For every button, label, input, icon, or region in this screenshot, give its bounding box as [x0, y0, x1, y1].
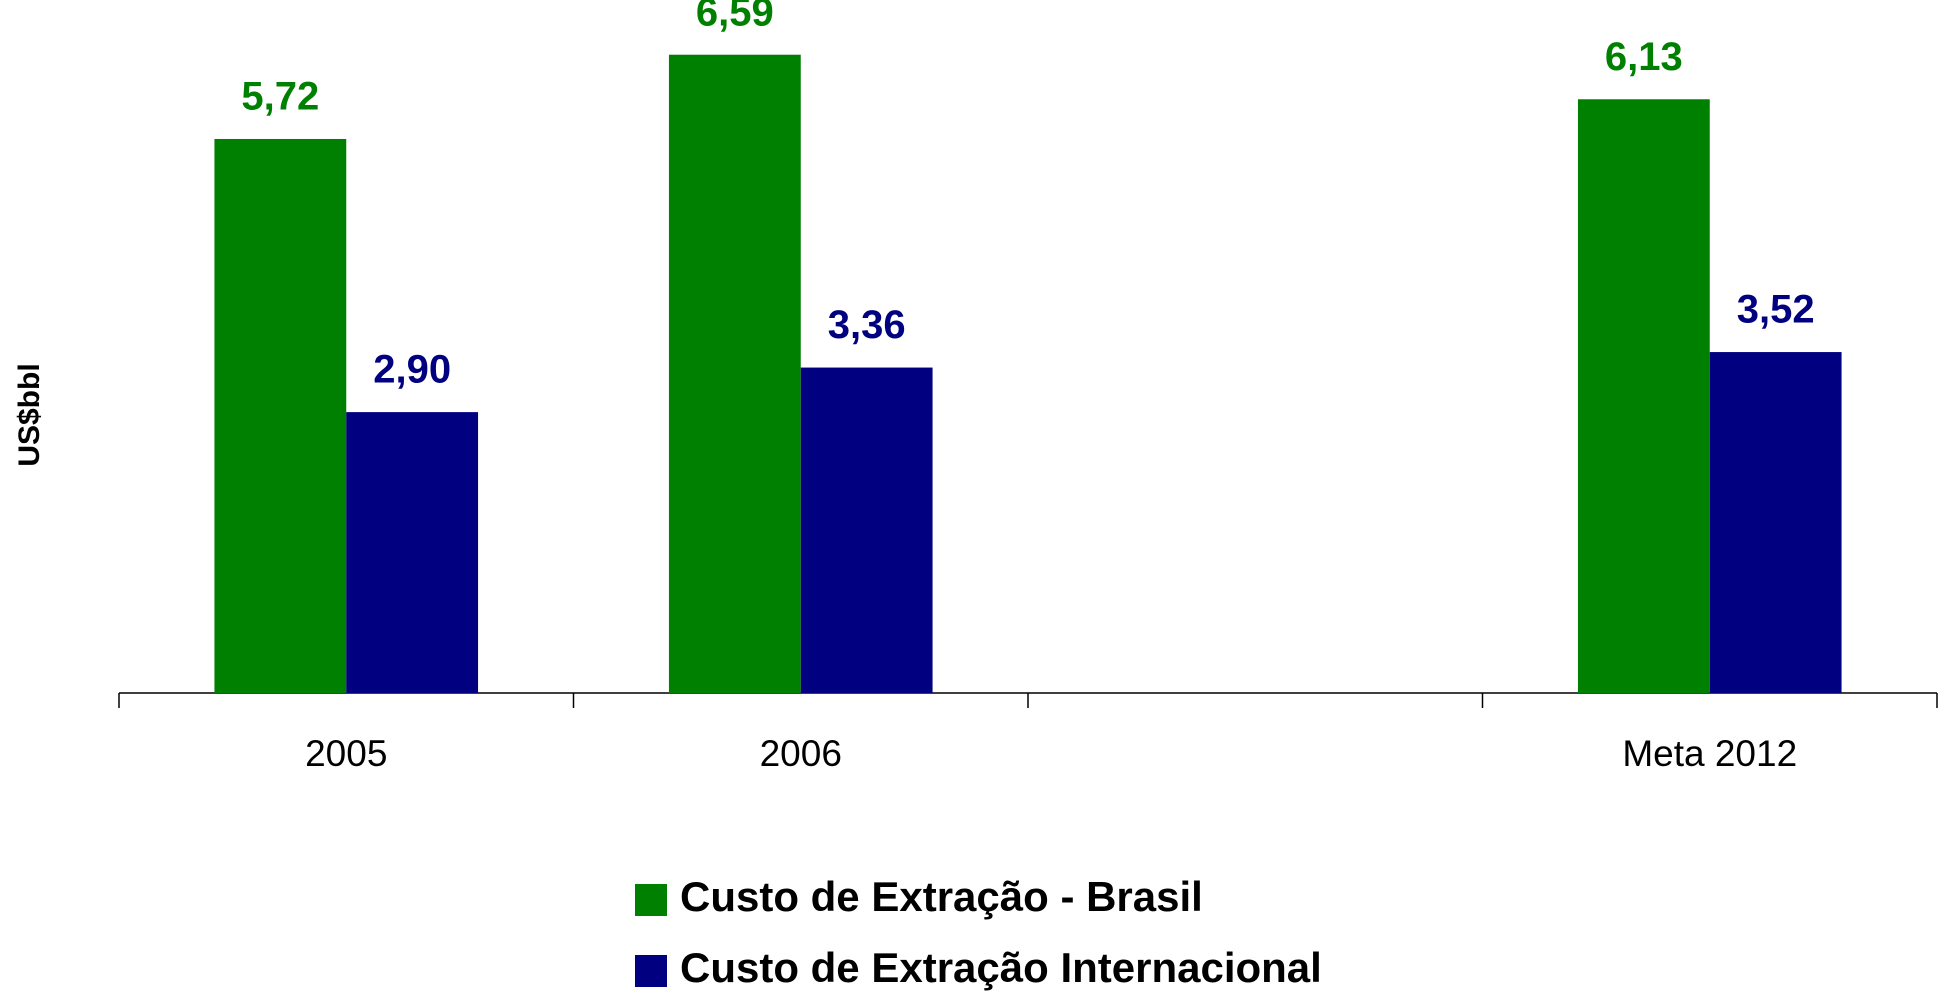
bar	[1709, 352, 1842, 693]
bar	[214, 138, 347, 693]
x-tick-label: 2005	[305, 733, 387, 774]
bar	[800, 367, 933, 693]
value-label: 3,52	[1737, 288, 1815, 332]
bar	[346, 412, 479, 693]
value-label: 2,90	[373, 348, 451, 392]
value-label: 6,13	[1605, 35, 1683, 79]
value-label: 5,72	[241, 75, 319, 119]
x-tick-label: 2006	[760, 733, 842, 774]
value-label: 3,36	[828, 303, 906, 347]
bar	[1577, 99, 1710, 693]
y-axis-label: US$bbl	[13, 363, 46, 466]
bar	[668, 54, 801, 694]
legend-label: Custo de Extração - Brasil	[680, 873, 1203, 920]
legend-label: Custo de Extração Internacional	[680, 944, 1322, 991]
x-tick-label: Meta 2012	[1622, 733, 1797, 774]
value-label: 6,59	[696, 0, 774, 34]
legend-swatch	[635, 884, 667, 916]
legend-swatch	[635, 955, 667, 987]
